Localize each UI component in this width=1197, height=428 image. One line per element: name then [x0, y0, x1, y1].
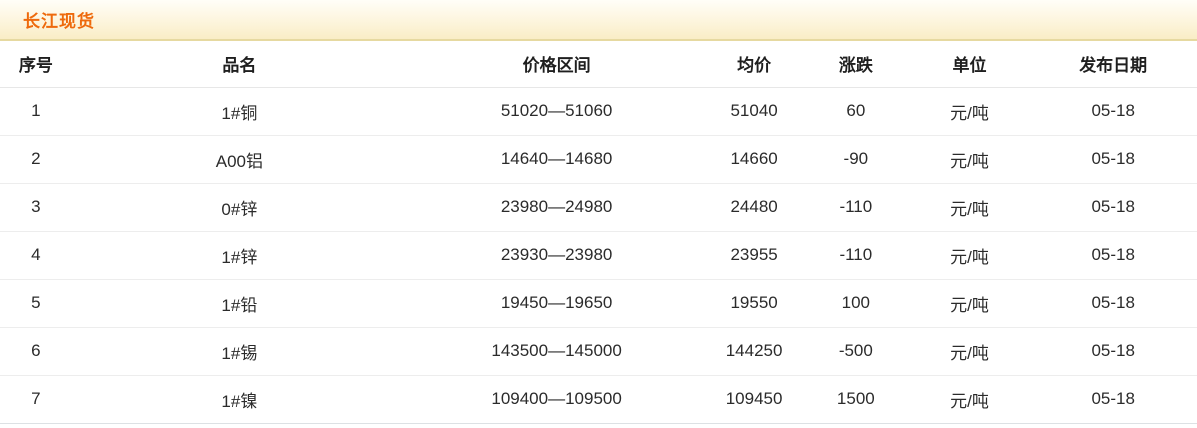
- spot-price-table: 序号 品名 价格区间 均价 涨跌 单位 发布日期 1 1#铜 51020—510…: [0, 41, 1197, 424]
- cell-range: 143500—145000: [406, 327, 707, 376]
- cell-range: 109400—109500: [406, 375, 707, 424]
- cell-index: 7: [0, 375, 72, 424]
- cell-date: 05-18: [1029, 231, 1197, 280]
- cell-average: 19550: [706, 279, 802, 328]
- cell-unit: 元/吨: [909, 279, 1030, 328]
- col-header-range: 价格区间: [406, 41, 707, 88]
- cell-average: 144250: [706, 327, 802, 376]
- cell-product: 1#铅: [71, 279, 407, 328]
- cell-range: 23980—24980: [406, 183, 707, 232]
- cell-product: A00铝: [71, 135, 407, 184]
- table-row: 1 1#铜 51020—51060 51040 60 元/吨 05-18: [0, 87, 1197, 136]
- cell-date: 05-18: [1029, 87, 1197, 136]
- cell-index: 3: [0, 183, 72, 232]
- cell-index: 6: [0, 327, 72, 376]
- cell-unit: 元/吨: [909, 183, 1030, 232]
- col-header-index: 序号: [0, 41, 72, 88]
- table-row: 2 A00铝 14640—14680 14660 -90 元/吨 05-18: [0, 135, 1197, 184]
- cell-average: 14660: [706, 135, 802, 184]
- table-row: 3 0#锌 23980—24980 24480 -110 元/吨 05-18: [0, 183, 1197, 232]
- col-header-change: 涨跌: [801, 41, 910, 88]
- cell-average: 109450: [706, 375, 802, 424]
- col-header-average: 均价: [706, 41, 802, 88]
- cell-unit: 元/吨: [909, 231, 1030, 280]
- table-row: 5 1#铅 19450—19650 19550 100 元/吨 05-18: [0, 279, 1197, 328]
- table-header-row: 序号 品名 价格区间 均价 涨跌 单位 发布日期: [0, 41, 1197, 88]
- cell-change: -110: [801, 231, 910, 280]
- cell-change: -110: [801, 183, 910, 232]
- cell-date: 05-18: [1029, 183, 1197, 232]
- col-header-unit: 单位: [909, 41, 1030, 88]
- table-row: 6 1#锡 143500—145000 144250 -500 元/吨 05-1…: [0, 327, 1197, 376]
- cell-change: 60: [801, 87, 910, 136]
- cell-unit: 元/吨: [909, 327, 1030, 376]
- cell-index: 1: [0, 87, 72, 136]
- col-header-product: 品名: [71, 41, 407, 88]
- cell-unit: 元/吨: [909, 375, 1030, 424]
- cell-product: 0#锌: [71, 183, 407, 232]
- cell-average: 51040: [706, 87, 802, 136]
- cell-date: 05-18: [1029, 279, 1197, 328]
- cell-index: 2: [0, 135, 72, 184]
- table-row: 4 1#锌 23930—23980 23955 -110 元/吨 05-18: [0, 231, 1197, 280]
- cell-index: 4: [0, 231, 72, 280]
- panel-title: 长江现货: [23, 12, 95, 31]
- cell-date: 05-18: [1029, 135, 1197, 184]
- col-header-pub-date: 发布日期: [1029, 41, 1197, 88]
- cell-date: 05-18: [1029, 327, 1197, 376]
- cell-product: 1#镍: [71, 375, 407, 424]
- cell-range: 14640—14680: [406, 135, 707, 184]
- cell-index: 5: [0, 279, 72, 328]
- panel-header: 长江现货: [0, 0, 1197, 41]
- cell-product: 1#锡: [71, 327, 407, 376]
- cell-change: -90: [801, 135, 910, 184]
- cell-range: 19450—19650: [406, 279, 707, 328]
- cell-average: 23955: [706, 231, 802, 280]
- cell-change: 100: [801, 279, 910, 328]
- cell-product: 1#锌: [71, 231, 407, 280]
- cell-range: 23930—23980: [406, 231, 707, 280]
- table-row: 7 1#镍 109400—109500 109450 1500 元/吨 05-1…: [0, 375, 1197, 424]
- cell-unit: 元/吨: [909, 135, 1030, 184]
- cell-date: 05-18: [1029, 375, 1197, 424]
- cell-change: 1500: [801, 375, 910, 424]
- cell-range: 51020—51060: [406, 87, 707, 136]
- cell-unit: 元/吨: [909, 87, 1030, 136]
- cell-average: 24480: [706, 183, 802, 232]
- cell-product: 1#铜: [71, 87, 407, 136]
- cell-change: -500: [801, 327, 910, 376]
